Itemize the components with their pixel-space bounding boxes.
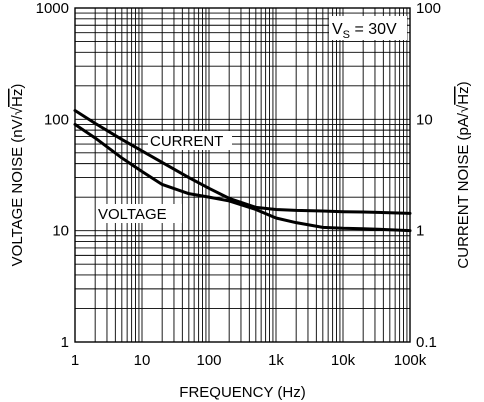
- series-label-current: CURRENT: [150, 133, 223, 150]
- series-line-current: [73, 109, 412, 215]
- y2-tick-label: 1: [416, 223, 424, 240]
- x-tick-label: 10k: [331, 352, 356, 369]
- supply-voltage-annotation: VS = 30V: [332, 21, 397, 41]
- x-axis-title: FREQUENCY (Hz): [179, 384, 305, 401]
- series-layer: [73, 109, 412, 233]
- series-line-voltage: [73, 122, 412, 233]
- y2-tick-label: 100: [416, 0, 441, 17]
- y-tick-label: 10: [52, 223, 69, 240]
- y-tick-label: 1: [61, 334, 69, 351]
- series-label-bg-current: [148, 131, 232, 150]
- grid-lines: [74, 7, 411, 343]
- series-label-voltage: VOLTAGE: [98, 206, 167, 223]
- y2-tick-label: 0.1: [416, 334, 437, 351]
- x-tick-label: 100: [196, 352, 221, 369]
- plot-frame: [74, 7, 411, 343]
- y-axis-title: VOLTAGE NOISE (nV/√Hz): [9, 84, 26, 267]
- y2-tick-label: 10: [416, 111, 433, 128]
- x-tick-label: 1k: [268, 352, 284, 369]
- annotation-background: [329, 16, 407, 40]
- x-tick-label: 1: [71, 352, 79, 369]
- x-tick-label: 10: [134, 352, 151, 369]
- series-labels-layer: CURRENT VOLTAGE: [96, 131, 232, 223]
- series-label-bg-voltage: [96, 204, 182, 223]
- y2-axis-title: CURRENT NOISE (pA/√Hz): [455, 81, 472, 268]
- y-tick-label: 1000: [36, 0, 69, 17]
- x-tick-label: 100k: [394, 352, 427, 369]
- y-tick-label: 100: [44, 111, 69, 128]
- tick-labels-layer: 1 10 100 1k 10k 100k 1 10 100 1000 0.1 1 10 100: [36, 0, 441, 369]
